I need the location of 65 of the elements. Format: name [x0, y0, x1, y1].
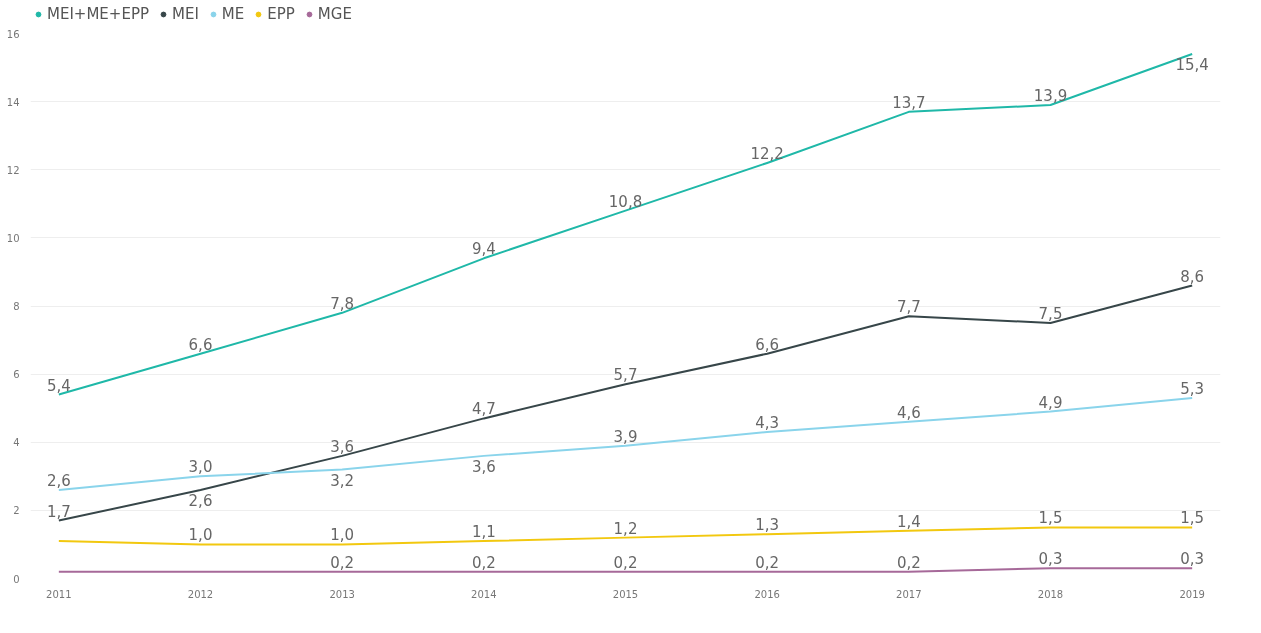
data-label: 3,9: [613, 427, 638, 446]
data-label: 2,6: [188, 491, 213, 510]
data-label: 9,4: [471, 240, 496, 259]
data-label: 0,2: [613, 553, 638, 572]
data-label: 5,4: [46, 376, 71, 395]
y-tick-label: 12: [6, 164, 20, 176]
data-label: 7,8: [330, 294, 355, 313]
data-label: 0,2: [755, 553, 780, 572]
y-tick-label: 14: [6, 96, 20, 108]
data-label: 0,3: [1180, 550, 1205, 569]
data-label: 3,6: [330, 437, 355, 456]
legend-label: EPP: [267, 5, 295, 23]
data-label: 4,3: [755, 414, 780, 433]
data-label: 2,6: [46, 471, 71, 490]
data-label: 1,5: [1038, 509, 1063, 528]
x-tick-label: 2012: [187, 588, 214, 600]
data-label: 10,8: [608, 192, 643, 211]
data-label: 1,3: [755, 516, 780, 535]
data-label: 3,0: [188, 458, 213, 477]
data-label: 1,0: [188, 526, 213, 545]
y-tick-label: 4: [13, 437, 20, 449]
x-tick-label: 2013: [329, 588, 355, 600]
data-label: 1,7: [46, 502, 71, 521]
x-tick-label: 2015: [612, 588, 639, 600]
data-label: 0,2: [471, 553, 496, 572]
data-label: 3,2: [330, 471, 355, 490]
data-label: 3,6: [471, 457, 496, 476]
legend-label: MGE: [317, 5, 352, 23]
data-label: 4,6: [896, 403, 921, 422]
data-label: 0,3: [1038, 550, 1063, 569]
y-tick-label: 2: [13, 505, 20, 517]
data-label: 13,9: [1033, 87, 1068, 106]
data-label: 1,0: [330, 526, 355, 545]
y-tick-label: 6: [13, 369, 20, 381]
data-label: 6,6: [188, 335, 213, 354]
data-label: 8,6: [1180, 267, 1205, 286]
data-label: 6,6: [755, 335, 780, 354]
data-label: 7,7: [896, 298, 921, 317]
x-tick-label: 2018: [1037, 588, 1064, 600]
data-label: 12,2: [750, 144, 784, 163]
data-label: 1,4: [896, 512, 921, 531]
legend-label: ME: [221, 5, 245, 23]
data-label: 13,7: [892, 93, 926, 112]
y-tick-label: 10: [6, 232, 20, 244]
data-label: 5,7: [613, 366, 638, 385]
data-label: 15,4: [1175, 55, 1209, 74]
y-tick-label: 16: [6, 28, 20, 40]
data-label: 7,5: [1038, 305, 1063, 324]
x-tick-label: 2019: [1179, 588, 1205, 600]
legend-label: MEI: [171, 5, 199, 23]
data-label: 1,5: [1180, 509, 1205, 528]
data-label: 1,2: [613, 519, 638, 538]
x-tick-label: 2014: [471, 588, 497, 600]
y-tick-label: 0: [13, 573, 20, 585]
y-tick-label: 8: [13, 301, 20, 312]
data-label: 4,7: [471, 400, 496, 419]
data-label: 1,1: [471, 523, 496, 542]
data-label: 0,2: [896, 553, 921, 572]
x-tick-label: 2017: [896, 588, 922, 600]
legend-label: MEI+ME+EPP: [47, 5, 149, 23]
x-tick-label: 2011: [46, 588, 72, 600]
x-tick-label: 2016: [754, 588, 780, 600]
data-label: 5,3: [1180, 379, 1205, 398]
data-label: 4,9: [1038, 393, 1063, 412]
data-label: 0,2: [330, 553, 355, 572]
